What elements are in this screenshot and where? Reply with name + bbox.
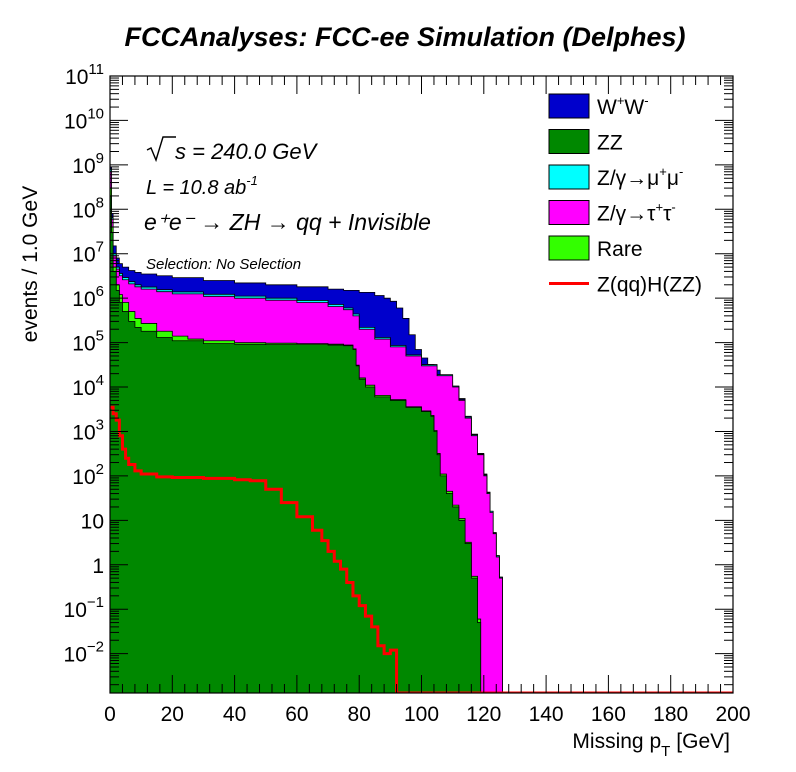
x-tick-label: 60: [285, 703, 308, 726]
x-tick-label: 140: [529, 703, 564, 726]
legend-label: Z/γ→μ+μ-: [597, 164, 683, 190]
x-tick-label: 40: [223, 703, 246, 726]
x-tick-label: 80: [348, 703, 371, 726]
x-tick-label: 0: [104, 703, 116, 726]
x-tick-label: 200: [715, 703, 750, 726]
y-tick-label: 109: [72, 150, 104, 178]
legend: W+W- ZZ Z/γ→μ+μ- Z/γ→τ+τ- Rare Z(qq)H(ZZ): [548, 93, 702, 297]
x-tick-label: 100: [404, 703, 439, 726]
annotations: s = 240.0 GeV L = 10.8 ab-1 e⁺e⁻ → ZH → …: [144, 136, 431, 273]
legend-item: Rare: [548, 235, 643, 261]
y-tick-label: 104: [72, 372, 104, 400]
x-tick-label: 20: [161, 703, 184, 726]
y-tick-label: 106: [72, 283, 104, 311]
legend-label: Z(qq)H(ZZ): [597, 274, 702, 297]
y-tick-label: 105: [72, 328, 104, 356]
legend-item: ZZ: [548, 129, 623, 155]
x-axis-title-main: Missing p: [572, 730, 661, 753]
y-tick-label: 102: [72, 461, 104, 489]
x-axis-title-sub: T: [661, 743, 670, 760]
legend-swatch: [548, 235, 590, 261]
legend-label: Z/γ→τ+τ-: [597, 200, 676, 226]
y-tick-label: 1011: [65, 61, 104, 89]
x-tick-label: 180: [653, 703, 688, 726]
annotation-selection: Selection: No Selection: [146, 256, 301, 273]
legend-item: Z/γ→μ+μ-: [548, 164, 683, 190]
legend-swatch: [548, 200, 590, 225]
y-tick-label: 1: [92, 555, 104, 578]
annotation-process: e⁺e⁻ → ZH → qq + Invisible: [144, 209, 431, 235]
annotation-lumi: L = 10.8 ab-1: [146, 173, 258, 199]
x-tick-label: 120: [466, 703, 501, 726]
legend-item: Z(qq)H(ZZ): [549, 274, 702, 297]
legend-swatch: [548, 93, 590, 119]
stacked-areas: [110, 166, 503, 693]
legend-swatch: [548, 129, 590, 154]
x-axis-title: Missing pT [GeV]: [572, 730, 730, 760]
legend-label: Rare: [597, 238, 643, 261]
y-tick-label: 1010: [64, 105, 104, 133]
y-tick-label: 10−1: [64, 594, 104, 622]
annotation-lumi-exp: -1: [246, 173, 258, 188]
x-axis-title-unit: [GeV]: [676, 730, 730, 753]
y-tick-label: 107: [72, 239, 104, 267]
signal-line: [110, 405, 733, 693]
y-tick-label: 103: [72, 416, 104, 444]
legend-item: Z/γ→τ+τ-: [548, 200, 676, 226]
sqrt-symbol: [146, 136, 176, 163]
y-tick-labels: 1011101010910810710610510410310210110−11…: [64, 61, 104, 667]
y-axis-title: events / 1.0 GeV: [19, 186, 42, 342]
area-zz: [110, 195, 482, 693]
y-tick-label: 10: [81, 510, 104, 533]
legend-item: W+W-: [548, 93, 649, 119]
y-tick-label: 108: [72, 194, 104, 222]
annotation-sqrt-s: s = 240.0 GeV: [175, 139, 319, 164]
x-tick-label: 160: [591, 703, 626, 726]
annotation-lumi-text: L = 10.8 ab: [146, 177, 246, 199]
legend-label: W+W-: [597, 93, 649, 119]
axis-ticks: [109, 75, 734, 693]
legend-label: ZZ: [597, 132, 623, 155]
legend-swatch: [548, 164, 590, 190]
chart-title: FCCAnalyses: FCC-ee Simulation (Delphes): [124, 22, 685, 52]
x-tick-labels: 0 20 40 60 80 100 120 140 160 180 200: [104, 703, 750, 726]
y-tick-label: 10−2: [64, 639, 104, 667]
signal-layer: [110, 405, 733, 693]
